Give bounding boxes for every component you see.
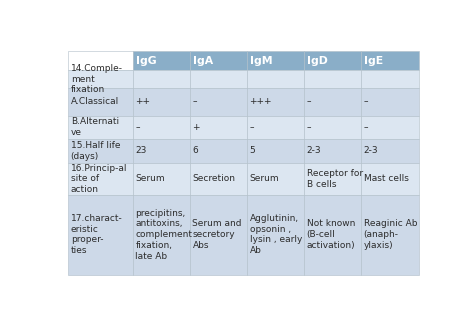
FancyBboxPatch shape — [362, 139, 419, 163]
FancyBboxPatch shape — [68, 139, 133, 163]
FancyBboxPatch shape — [68, 88, 133, 116]
FancyBboxPatch shape — [133, 116, 190, 139]
FancyBboxPatch shape — [68, 195, 133, 275]
FancyBboxPatch shape — [190, 163, 247, 195]
FancyBboxPatch shape — [247, 195, 304, 275]
FancyBboxPatch shape — [247, 116, 304, 139]
Text: +: + — [192, 123, 200, 132]
Text: –: – — [364, 123, 368, 132]
Text: 6: 6 — [192, 146, 198, 155]
Text: IgG: IgG — [136, 55, 157, 65]
Text: Mast cells: Mast cells — [364, 174, 409, 183]
FancyBboxPatch shape — [304, 70, 362, 88]
FancyBboxPatch shape — [304, 139, 362, 163]
FancyBboxPatch shape — [68, 163, 133, 195]
Text: 15.Half life
(days): 15.Half life (days) — [71, 141, 120, 161]
FancyBboxPatch shape — [68, 51, 133, 70]
FancyBboxPatch shape — [362, 116, 419, 139]
Text: –: – — [364, 97, 368, 106]
FancyBboxPatch shape — [304, 88, 362, 116]
FancyBboxPatch shape — [133, 88, 190, 116]
FancyBboxPatch shape — [362, 70, 419, 88]
FancyBboxPatch shape — [190, 70, 247, 88]
FancyBboxPatch shape — [190, 116, 247, 139]
FancyBboxPatch shape — [190, 51, 247, 70]
Text: Receptor for
B cells: Receptor for B cells — [307, 169, 363, 189]
FancyBboxPatch shape — [304, 163, 362, 195]
FancyBboxPatch shape — [133, 51, 190, 70]
Text: IgA: IgA — [193, 55, 213, 65]
Text: A.Classical: A.Classical — [71, 97, 119, 106]
FancyBboxPatch shape — [304, 51, 362, 70]
Text: 17.charact-
eristic
proper-
ties: 17.charact- eristic proper- ties — [71, 214, 122, 255]
Text: 2-3: 2-3 — [364, 146, 378, 155]
Text: –: – — [307, 123, 311, 132]
Text: –: – — [307, 97, 311, 106]
FancyBboxPatch shape — [304, 116, 362, 139]
Text: –: – — [136, 123, 140, 132]
Text: 23: 23 — [136, 146, 147, 155]
FancyBboxPatch shape — [190, 88, 247, 116]
Text: Serum and
secretory
Abs: Serum and secretory Abs — [192, 219, 242, 250]
FancyBboxPatch shape — [304, 195, 362, 275]
Text: IgE: IgE — [365, 55, 383, 65]
Text: –: – — [249, 123, 254, 132]
FancyBboxPatch shape — [133, 139, 190, 163]
Text: 2-3: 2-3 — [307, 146, 321, 155]
Text: 16.Princip-al
site of
action: 16.Princip-al site of action — [71, 164, 127, 194]
FancyBboxPatch shape — [190, 195, 247, 275]
FancyBboxPatch shape — [247, 139, 304, 163]
FancyBboxPatch shape — [362, 88, 419, 116]
Text: 14.Comple-
ment
fixation: 14.Comple- ment fixation — [71, 64, 123, 94]
Text: Serum: Serum — [136, 174, 165, 183]
Text: Not known
(B-cell
activation): Not known (B-cell activation) — [307, 219, 355, 250]
FancyBboxPatch shape — [362, 51, 419, 70]
Text: precipitins,
antitoxins,
complement
fixation,
late Ab: precipitins, antitoxins, complement fixa… — [136, 208, 192, 261]
FancyBboxPatch shape — [247, 88, 304, 116]
FancyBboxPatch shape — [68, 70, 133, 88]
Text: ++: ++ — [136, 97, 150, 106]
Text: Reaginic Ab
(anaph-
ylaxis): Reaginic Ab (anaph- ylaxis) — [364, 219, 417, 250]
Text: Agglutinin,
opsonin ,
lysin , early
Ab: Agglutinin, opsonin , lysin , early Ab — [249, 214, 302, 255]
FancyBboxPatch shape — [247, 163, 304, 195]
Text: Secretion: Secretion — [192, 174, 236, 183]
FancyBboxPatch shape — [362, 163, 419, 195]
FancyBboxPatch shape — [190, 139, 247, 163]
Text: Serum: Serum — [249, 174, 279, 183]
Text: +++: +++ — [249, 97, 272, 106]
Text: B.Alternati
ve: B.Alternati ve — [71, 118, 119, 137]
Text: IgM: IgM — [250, 55, 273, 65]
FancyBboxPatch shape — [68, 116, 133, 139]
Text: –: – — [192, 97, 197, 106]
Text: IgD: IgD — [307, 55, 328, 65]
FancyBboxPatch shape — [133, 70, 190, 88]
FancyBboxPatch shape — [247, 51, 304, 70]
Text: 5: 5 — [249, 146, 255, 155]
FancyBboxPatch shape — [133, 195, 190, 275]
FancyBboxPatch shape — [362, 195, 419, 275]
FancyBboxPatch shape — [133, 163, 190, 195]
FancyBboxPatch shape — [247, 70, 304, 88]
